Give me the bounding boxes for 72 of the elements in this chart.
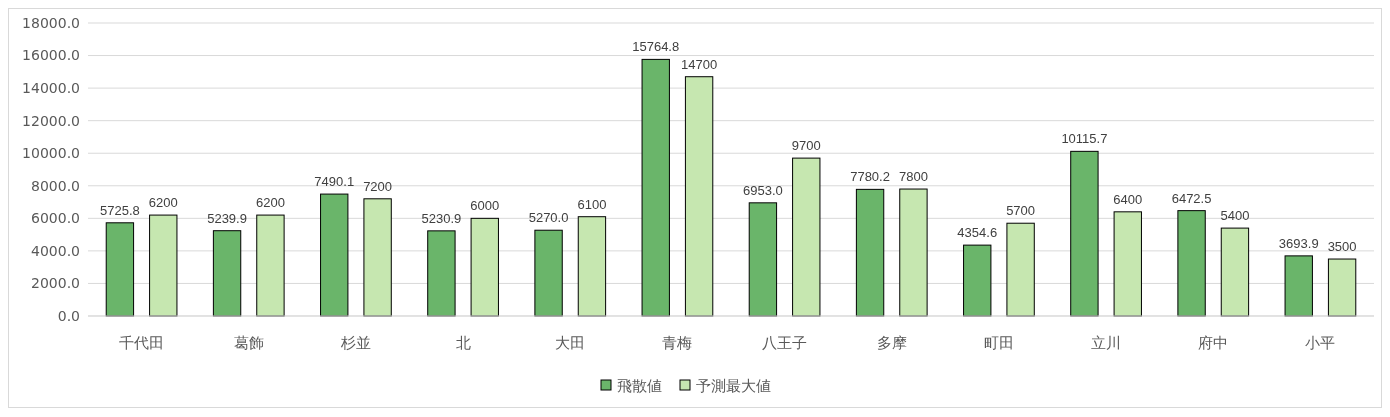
y-tick-label: 14000.0 xyxy=(22,80,80,97)
bar xyxy=(855,188,885,317)
x-tick-label: 府中 xyxy=(1198,334,1229,352)
bar xyxy=(641,58,670,317)
data-label: 7200 xyxy=(363,178,393,194)
bar xyxy=(1113,211,1142,317)
data-label: 5725.8 xyxy=(100,202,140,218)
x-tick-label: 杉並 xyxy=(339,334,371,352)
y-tick-label: 4000.0 xyxy=(31,242,80,259)
data-label: 6472.5 xyxy=(1171,190,1212,206)
bar xyxy=(105,222,135,317)
data-label: 5700 xyxy=(1006,203,1036,219)
bar xyxy=(1006,222,1035,317)
data-label: 6100 xyxy=(577,196,607,212)
data-label: 4354.6 xyxy=(957,225,998,241)
data-label: 6953.0 xyxy=(743,182,783,198)
legend-label: 予測最大値 xyxy=(696,377,771,396)
legend-label: 飛散値 xyxy=(617,377,662,396)
bar xyxy=(363,198,392,317)
y-tick-label: 10000.0 xyxy=(22,145,80,162)
data-label: 5239.9 xyxy=(207,210,247,226)
y-tick-label: 0.0 xyxy=(57,307,80,324)
bar xyxy=(149,214,178,317)
bar xyxy=(748,202,778,317)
data-label: 5230.9 xyxy=(421,210,462,226)
data-label: 6200 xyxy=(255,195,285,211)
data-label: 5270.0 xyxy=(528,210,569,226)
y-tick-label: 12000.0 xyxy=(22,112,80,129)
bar xyxy=(470,217,499,317)
bar xyxy=(684,76,714,317)
x-tick-label: 千代田 xyxy=(119,334,165,352)
x-tick-label: 大田 xyxy=(555,334,586,352)
y-tick-label: 6000.0 xyxy=(31,210,80,227)
data-label: 6000 xyxy=(470,198,500,214)
bar xyxy=(963,244,992,317)
data-label: 7490.1 xyxy=(314,174,355,190)
data-label: 6400 xyxy=(1113,191,1143,207)
x-tick-label: 葛飾 xyxy=(233,334,264,352)
y-tick-label: 8000.0 xyxy=(31,177,80,194)
x-tick-label: 町田 xyxy=(983,334,1014,352)
data-label: 7780.2 xyxy=(850,169,890,185)
bar xyxy=(1220,227,1250,317)
x-tick-label: 多摩 xyxy=(876,334,907,352)
bar xyxy=(427,230,456,317)
data-label: 5400 xyxy=(1220,208,1250,224)
bar xyxy=(792,157,821,317)
bar xyxy=(1327,258,1357,317)
bar xyxy=(320,193,349,317)
bar xyxy=(534,229,563,317)
bar xyxy=(212,230,242,317)
bar xyxy=(577,216,607,317)
y-tick-label: 18000.0 xyxy=(22,14,80,31)
data-label: 15764.8 xyxy=(632,39,680,55)
data-label: 14700 xyxy=(681,56,718,72)
data-label: 3693.9 xyxy=(1278,235,1319,251)
x-tick-label: 八王子 xyxy=(762,334,808,352)
data-label: 3500 xyxy=(1327,239,1357,255)
bar xyxy=(256,214,285,317)
x-tick-label: 青梅 xyxy=(662,334,693,352)
bar xyxy=(1177,210,1206,317)
data-label: 10115.7 xyxy=(1061,131,1108,147)
data-label: 7800 xyxy=(898,169,928,185)
x-tick-label: 小平 xyxy=(1305,334,1336,352)
x-tick-label: 北 xyxy=(455,334,471,352)
bar xyxy=(899,188,928,317)
y-tick-label: 16000.0 xyxy=(22,47,80,64)
y-tick-label: 2000.0 xyxy=(31,275,80,292)
data-label: 9700 xyxy=(791,138,821,154)
bar xyxy=(1070,150,1099,317)
x-tick-label: 立川 xyxy=(1091,334,1122,352)
bar xyxy=(1284,255,1313,317)
data-label: 6200 xyxy=(148,195,178,211)
